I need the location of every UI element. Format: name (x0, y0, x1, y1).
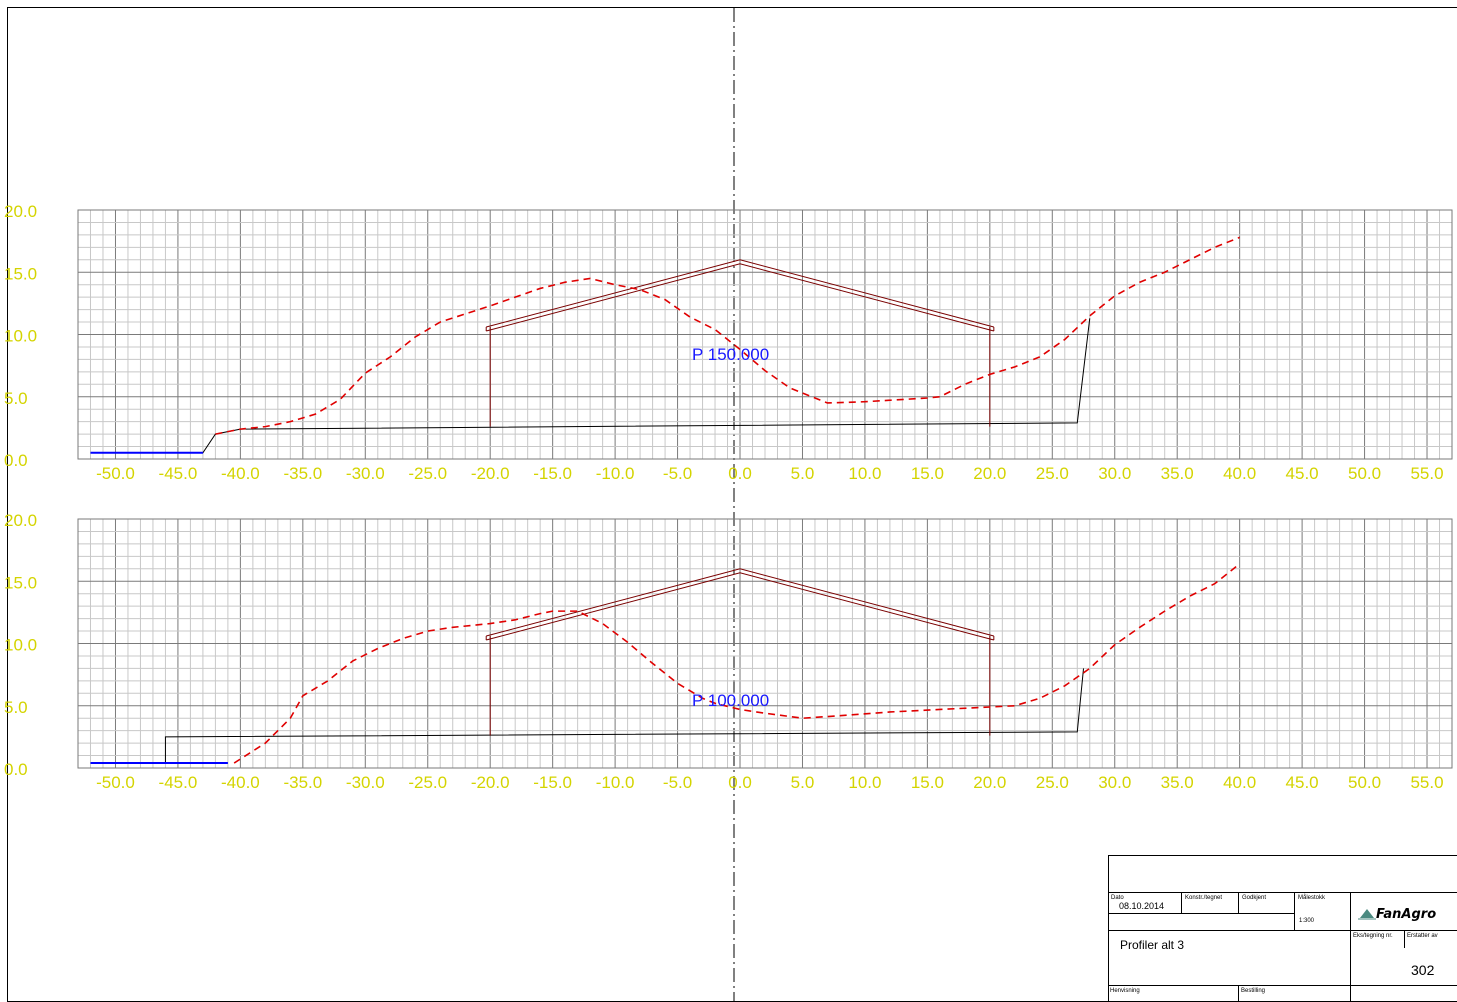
title-block-frame (1108, 855, 1457, 1002)
reference-label: Henvisning (1110, 988, 1140, 994)
logo-triangle-icon (1360, 909, 1374, 918)
x-tick-label: -50.0 (96, 773, 135, 792)
godkjent-label: Godkjent (1242, 895, 1266, 901)
x-tick-label: 5.0 (791, 464, 815, 483)
x-tick-label: 40.0 (1223, 464, 1256, 483)
x-tick-label: -20.0 (471, 773, 510, 792)
title-block: Dato 08.10.2014 Konstr./tegnet Godkjent … (1108, 855, 1457, 1002)
plot-frame (77, 209, 1453, 460)
y-tick-label: 10.0 (4, 636, 37, 655)
roof-outer (486, 259, 994, 328)
x-tick-label: -5.0 (663, 464, 692, 483)
y-tick-label: 10.0 (4, 327, 37, 346)
x-tick-label: 30.0 (1098, 464, 1131, 483)
y-tick-label: 15.0 (4, 573, 37, 592)
drawing-number: 302 (1411, 962, 1435, 978)
y-tick-label: 0.0 (4, 760, 28, 779)
terrain-line (233, 563, 1241, 764)
x-tick-label: -20.0 (471, 464, 510, 483)
x-tick-label: 55.0 (1410, 464, 1443, 483)
date-label: Dato (1111, 895, 1124, 901)
drawing-number-label: Eks/tegning nr. (1353, 933, 1393, 939)
roof-inner (486, 572, 994, 641)
replaces-label: Erstatter av (1407, 933, 1438, 939)
terrain-line (215, 236, 1240, 435)
y-tick-label: 5.0 (4, 389, 28, 408)
x-tick-label: -45.0 (159, 464, 198, 483)
x-tick-label: 35.0 (1161, 464, 1194, 483)
x-tick-label: -35.0 (283, 464, 322, 483)
x-tick-label: -25.0 (408, 464, 447, 483)
order-label: Bestilling (1241, 988, 1265, 994)
y-tick-label: 20.0 (4, 511, 37, 530)
x-tick-label: -10.0 (596, 464, 635, 483)
y-tick-label: 0.0 (4, 451, 28, 470)
x-tick-label: 0.0 (728, 773, 752, 792)
x-tick-label: 20.0 (973, 464, 1006, 483)
x-tick-label: 45.0 (1286, 464, 1319, 483)
roof-inner (486, 263, 994, 332)
drawing-title: Profiler alt 3 (1120, 938, 1184, 952)
x-tick-label: -40.0 (221, 773, 260, 792)
x-tick-label: 55.0 (1410, 773, 1443, 792)
x-tick-label: 25.0 (1036, 773, 1069, 792)
fanagro-logo: FanAgro (1358, 907, 1436, 922)
x-tick-label: -30.0 (346, 773, 385, 792)
y-tick-label: 20.0 (4, 202, 37, 221)
profile-label: P 150.000 (692, 345, 769, 364)
date-value: 08.10.2014 (1119, 901, 1164, 911)
x-tick-label: 15.0 (911, 464, 944, 483)
y-tick-label: 5.0 (4, 698, 28, 717)
road-line (90, 668, 1085, 764)
x-tick-label: 20.0 (973, 773, 1006, 792)
konstr-label: Konstr./tegnet (1185, 895, 1222, 901)
x-tick-label: -10.0 (596, 773, 635, 792)
y-tick-label: 15.0 (4, 264, 37, 283)
profile-label: P 100.000 (692, 691, 769, 710)
x-tick-label: -35.0 (283, 773, 322, 792)
logo-text: FanAgro (1376, 907, 1436, 922)
profile-chart-top: -50.0 -45.0 -40.0 -35.0 -30.0 -25.0 -20.0 -15.0… (4, 202, 1453, 483)
x-tick-label: -40.0 (221, 464, 260, 483)
x-tick-label: 0.0 (728, 464, 752, 483)
x-tick-label: 25.0 (1036, 464, 1069, 483)
x-tick-label: 50.0 (1348, 464, 1381, 483)
x-tick-label: -45.0 (159, 773, 198, 792)
scale-label: Målestokk (1298, 894, 1326, 901)
x-tick-label: -5.0 (663, 773, 692, 792)
x-tick-label: 5.0 (791, 773, 815, 792)
x-tick-label: 45.0 (1286, 773, 1319, 792)
x-tick-label: 10.0 (848, 773, 881, 792)
roof-outer (486, 568, 994, 637)
x-tick-label: 40.0 (1223, 773, 1256, 792)
x-tick-label: -50.0 (96, 464, 135, 483)
plot-frame (77, 518, 1453, 769)
x-tick-label: -30.0 (346, 464, 385, 483)
x-tick-label: -25.0 (408, 773, 447, 792)
sheet-frame (7, 7, 1457, 1002)
scale-value: 1:300 (1299, 918, 1315, 924)
x-tick-label: -15.0 (533, 464, 572, 483)
profile-chart-bottom: -50.0 -45.0 -40.0 -35.0 -30.0 -25.0 -20.0 -15.0… (4, 511, 1453, 792)
x-tick-label: 30.0 (1098, 773, 1131, 792)
x-tick-label: -15.0 (533, 773, 572, 792)
x-tick-label: 15.0 (911, 773, 944, 792)
x-tick-label: 10.0 (848, 464, 881, 483)
x-tick-label: 50.0 (1348, 773, 1381, 792)
x-tick-label: 35.0 (1161, 773, 1194, 792)
